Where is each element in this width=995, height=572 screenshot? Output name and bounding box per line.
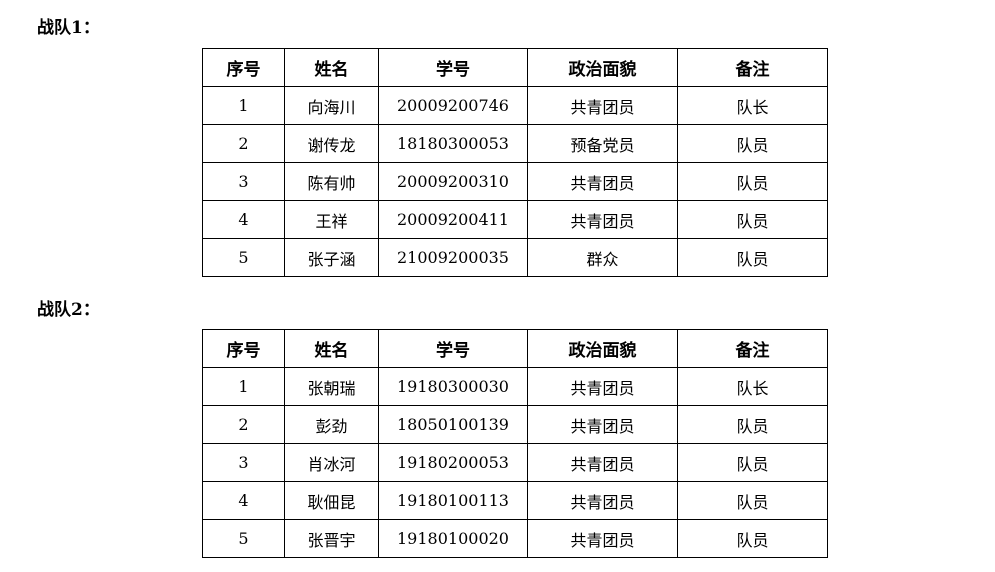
column-header-name: 姓名 [284,48,379,87]
table-row: 5 张晋宇 19180100020 共青团员 队员 [202,519,828,558]
cell-student-id: 21009200035 [378,238,528,277]
cell-index: 3 [202,443,285,482]
cell-name: 张子涵 [284,238,379,277]
cell-remark: 队长 [677,367,828,406]
cell-remark: 队员 [677,443,828,482]
cell-student-id: 19180200053 [378,443,528,482]
table-row: 5 张子涵 21009200035 群众 队员 [202,238,828,277]
cell-political-status: 群众 [527,238,678,277]
cell-political-status: 共青团员 [527,519,678,558]
cell-remark: 队长 [677,86,828,125]
cell-political-status: 共青团员 [527,86,678,125]
cell-student-id: 18050100139 [378,405,528,444]
cell-political-status: 共青团员 [527,405,678,444]
table-row: 1 向海川 20009200746 共青团员 队长 [202,86,828,125]
cell-remark: 队员 [677,519,828,558]
cell-political-status: 共青团员 [527,200,678,239]
cell-remark: 队员 [677,200,828,239]
column-header-remark: 备注 [677,329,828,368]
column-header-political-status: 政治面貌 [527,329,678,368]
cell-name: 王祥 [284,200,379,239]
cell-name: 彭劲 [284,405,379,444]
cell-student-id: 20009200746 [378,86,528,125]
column-header-student-id: 学号 [378,329,528,368]
cell-name: 向海川 [284,86,379,125]
cell-index: 2 [202,124,285,163]
cell-remark: 队员 [677,405,828,444]
team-2-table: 序号 姓名 学号 政治面貌 备注 1 张朝瑞 19180300030 共青团员 队长 2 彭劲 1805… [202,329,828,558]
column-header-index: 序号 [202,48,285,87]
cell-political-status: 预备党员 [527,124,678,163]
cell-name: 耿佃昆 [284,481,379,520]
team-1-heading: 战队1： [37,18,100,38]
column-header-political-status: 政治面貌 [527,48,678,87]
team-1-table: 序号 姓名 学号 政治面貌 备注 1 向海川 20009200746 共青团员 队长 2 谢传龙 181… [202,48,828,277]
cell-index: 2 [202,405,285,444]
cell-name: 谢传龙 [284,124,379,163]
cell-index: 5 [202,519,285,558]
header-row: 序号 姓名 学号 政治面貌 备注 [202,329,828,368]
cell-political-status: 共青团员 [527,367,678,406]
header-row: 序号 姓名 学号 政治面貌 备注 [202,48,828,87]
column-header-student-id: 学号 [378,48,528,87]
cell-political-status: 共青团员 [527,443,678,482]
column-header-name: 姓名 [284,329,379,368]
cell-index: 3 [202,162,285,201]
table-row: 4 王祥 20009200411 共青团员 队员 [202,200,828,239]
table-row: 2 谢传龙 18180300053 预备党员 队员 [202,124,828,163]
team-2-heading: 战队2： [37,300,100,320]
cell-student-id: 20009200310 [378,162,528,201]
cell-name: 肖冰河 [284,443,379,482]
cell-remark: 队员 [677,162,828,201]
table-row: 1 张朝瑞 19180300030 共青团员 队长 [202,367,828,406]
table-row: 4 耿佃昆 19180100113 共青团员 队员 [202,481,828,520]
table-row: 2 彭劲 18050100139 共青团员 队员 [202,405,828,444]
cell-remark: 队员 [677,124,828,163]
cell-name: 陈有帅 [284,162,379,201]
cell-name: 张晋宇 [284,519,379,558]
cell-political-status: 共青团员 [527,481,678,520]
cell-index: 4 [202,481,285,520]
cell-political-status: 共青团员 [527,162,678,201]
column-header-remark: 备注 [677,48,828,87]
column-header-index: 序号 [202,329,285,368]
table-row: 3 肖冰河 19180200053 共青团员 队员 [202,443,828,482]
cell-name: 张朝瑞 [284,367,379,406]
cell-student-id: 19180300030 [378,367,528,406]
cell-student-id: 19180100020 [378,519,528,558]
cell-remark: 队员 [677,238,828,277]
cell-remark: 队员 [677,481,828,520]
table-row: 3 陈有帅 20009200310 共青团员 队员 [202,162,828,201]
cell-index: 1 [202,367,285,406]
cell-index: 5 [202,238,285,277]
cell-index: 4 [202,200,285,239]
cell-student-id: 20009200411 [378,200,528,239]
cell-student-id: 19180100113 [378,481,528,520]
cell-student-id: 18180300053 [378,124,528,163]
cell-index: 1 [202,86,285,125]
